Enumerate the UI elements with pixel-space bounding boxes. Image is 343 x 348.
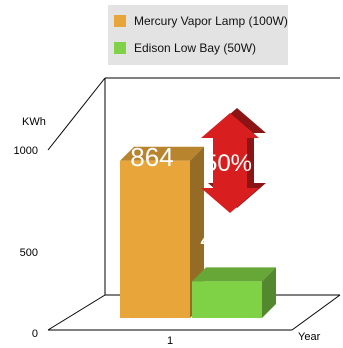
chart-labels: 864 432 0 500 1000 KWh Year 1 <box>14 116 321 347</box>
y-tick-label: 0 <box>32 328 38 340</box>
x-tick-label: 1 <box>167 335 173 347</box>
legend-label-edison: Edison Low Bay (50W) <box>134 41 257 55</box>
legend-label-mercury: Mercury Vapor Lamp (100W) <box>134 14 288 28</box>
data-label-edison: 432 <box>200 224 243 254</box>
legend-item-mercury: Mercury Vapor Lamp (100W) <box>114 11 288 31</box>
side-wall-top-edge <box>47 77 106 151</box>
y-axis-title: KWh <box>22 116 46 128</box>
bar-side-edison <box>262 267 276 318</box>
chart-bars <box>120 146 276 318</box>
bar-top-edison <box>192 267 276 282</box>
chart-legend: Mercury Vapor Lamp (100W) Edison Low Bay… <box>108 5 288 65</box>
x-axis-title: Year <box>298 331 321 343</box>
annotation-label: 50% <box>204 150 252 177</box>
y-tick-label: 500 <box>20 247 38 259</box>
floor-left-edge <box>47 294 106 331</box>
legend-swatch-edison <box>114 42 126 54</box>
arrow-icon <box>201 113 259 213</box>
data-label-mercury: 864 <box>130 142 173 172</box>
bar-edison <box>192 281 262 318</box>
y-tick-label: 1000 <box>14 145 38 157</box>
bar-mercury <box>120 160 190 318</box>
chart-annotation: 50% <box>201 108 266 213</box>
floor-right-edge <box>291 294 341 331</box>
legend-item-edison: Edison Low Bay (50W) <box>114 38 256 58</box>
legend-swatch-mercury <box>114 15 126 27</box>
bar-top-mercury <box>120 146 204 161</box>
